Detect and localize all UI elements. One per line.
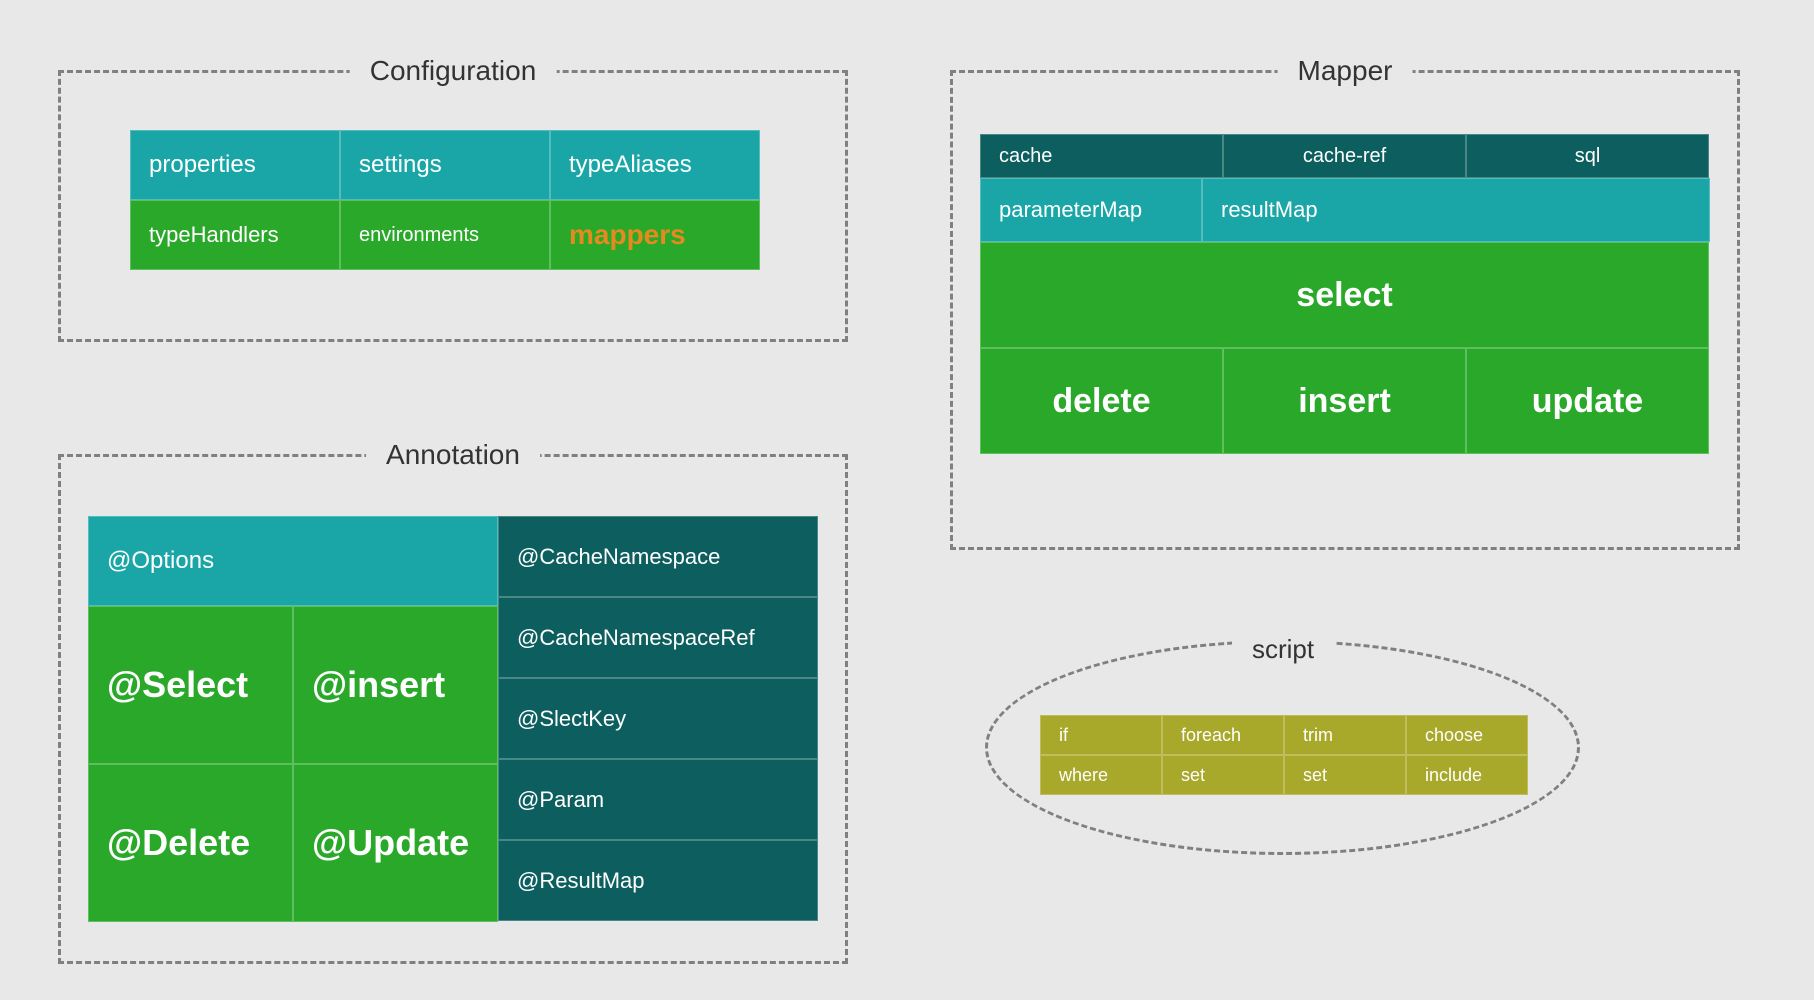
mapper-cache-ref: cache-ref	[1223, 134, 1466, 178]
annotation-@CacheNamespace: @CacheNamespace	[498, 516, 818, 597]
mapper-select: select	[980, 242, 1709, 348]
mapper-insert: insert	[1223, 348, 1466, 454]
config-mappers: mappers	[550, 200, 760, 270]
script-if: if	[1040, 715, 1162, 755]
script-set-2: set	[1162, 755, 1284, 795]
script-title: script	[1232, 634, 1334, 665]
script-choose: choose	[1406, 715, 1528, 755]
config-environments: environments	[340, 200, 550, 270]
annotation-options: @Options	[88, 516, 498, 606]
script-foreach: foreach	[1162, 715, 1284, 755]
mapper-update: update	[1466, 348, 1709, 454]
annotation-@Update: @Update	[293, 764, 498, 922]
config-settings: settings	[340, 130, 550, 200]
mapper-sql: sql	[1466, 134, 1709, 178]
annotation-title: Annotation	[366, 439, 540, 471]
script-where-2: where	[1040, 755, 1162, 795]
annotation-@CacheNamespaceRef: @CacheNamespaceRef	[498, 597, 818, 678]
annotation-@ResultMap: @ResultMap	[498, 840, 818, 921]
configuration-title: Configuration	[350, 55, 557, 87]
annotation-@Param: @Param	[498, 759, 818, 840]
script-set-2: set	[1284, 755, 1406, 795]
config-properties: properties	[130, 130, 340, 200]
config-typeAliases: typeAliases	[550, 130, 760, 200]
annotation-@SlectKey: @SlectKey	[498, 678, 818, 759]
mapper-delete: delete	[980, 348, 1223, 454]
config-typeHandlers: typeHandlers	[130, 200, 340, 270]
script-include-2: include	[1406, 755, 1528, 795]
annotation-@Select: @Select	[88, 606, 293, 764]
mapper-cache: cache	[980, 134, 1223, 178]
script-trim: trim	[1284, 715, 1406, 755]
mapper-title: Mapper	[1278, 55, 1413, 87]
mapper-resultMap: resultMap	[1202, 178, 1710, 242]
annotation-@insert: @insert	[293, 606, 498, 764]
mapper-parameterMap: parameterMap	[980, 178, 1202, 242]
annotation-@Delete: @Delete	[88, 764, 293, 922]
